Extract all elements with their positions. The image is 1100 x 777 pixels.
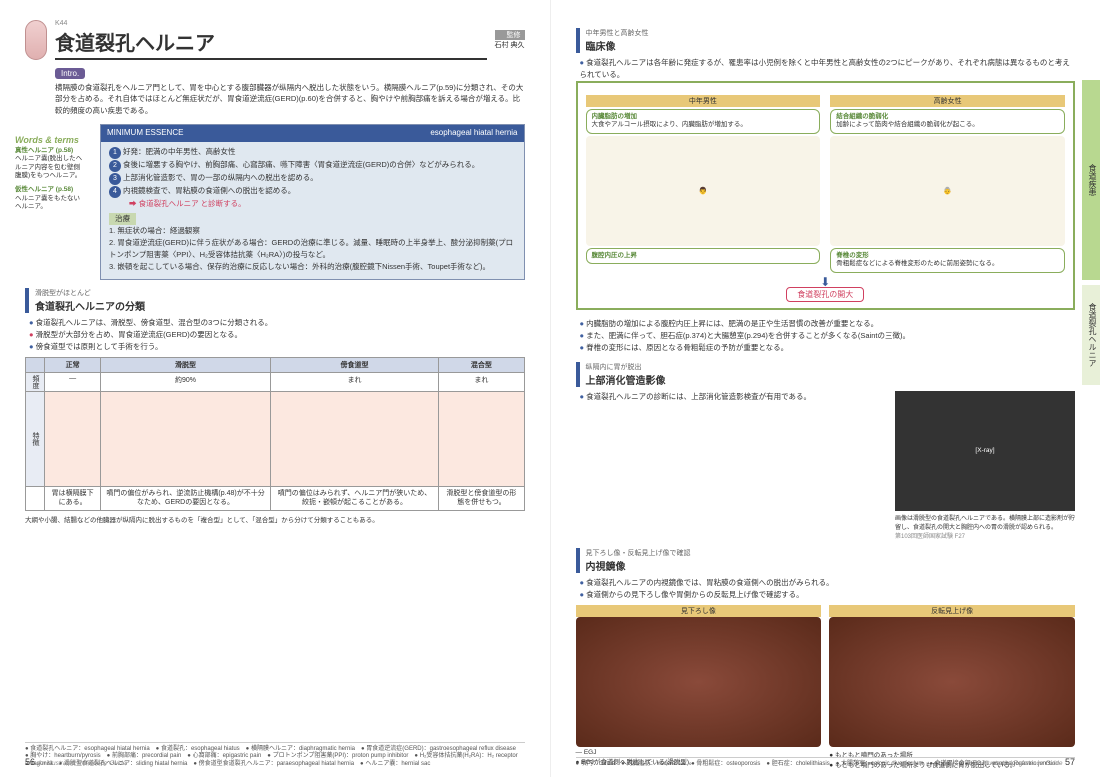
term: 仮性ヘルニア (p.58) [15, 186, 73, 193]
right-page: 中年男性と高齢女性 臨床像 食道裂孔ヘルニアは各年齢に発症するが、罹患率は小児例… [551, 0, 1100, 777]
endoscopy-header: 見下ろし像・反転見上げ像で確認 内視鏡像 [576, 548, 1076, 573]
diagnosis-arrow: ➡ 食道裂孔ヘルニア と診断する。 [129, 198, 516, 210]
xray-image: [X-ray] [895, 391, 1075, 511]
topic-icon [25, 20, 47, 60]
editor-label: 監修 [495, 30, 525, 40]
side-tab-1: 食道疾患 [1082, 80, 1100, 280]
main-title: 食道裂孔ヘルニア [55, 27, 487, 60]
essence-box: MINIMUM ESSENCEesophageal hiatal hernia … [100, 124, 525, 280]
imaging-header: 纵隔内に胃が脱出 上部消化管造影像 [576, 362, 1076, 387]
anatomy-normal [45, 391, 101, 486]
anatomy-para [270, 391, 439, 486]
side-tab-2: 食道裂孔ヘルニア [1082, 285, 1100, 385]
male-figure: 👨 [586, 136, 821, 246]
endoscopy-image-1 [576, 617, 822, 747]
female-figure: 👵 [830, 136, 1065, 246]
clinical-diagram: 中年男性 内臓脂肪の増加大食やアルコール摂取により、内臓脂肪が増加する。 👨 腹… [576, 81, 1076, 310]
anatomy-sliding [101, 391, 270, 486]
anatomy-mixed [439, 391, 524, 486]
words-title: Words & terms [15, 135, 85, 147]
code: K44 [55, 20, 487, 27]
intro-badge: Intro. [55, 68, 85, 79]
classification-title: 滑脱型がほとんど 食道裂孔ヘルニアの分類 [25, 288, 525, 313]
classification-table: 正常滑脱型傍食道型混合型 頻度—約90%まれまれ 特徴 胃は横隔膜下にある。 噴… [25, 357, 525, 512]
clinical-header: 中年男性と高齢女性 臨床像 [576, 28, 1076, 53]
term: 真性ヘルニア (p.58) [15, 147, 73, 154]
words-sidebar: Words & terms 真性ヘルニア (p.58)ヘルニア嚢(脱出したヘルニ… [15, 135, 85, 218]
editor-name: 石村 典久 [495, 40, 525, 50]
endoscopy-image-2 [829, 617, 1075, 747]
intro-text: 横隔膜の食道裂孔をヘルニア門として、胃を中心とする腹部臓器が纵隔内へ脱出した状態… [55, 82, 525, 116]
left-page: K44 食道裂孔ヘルニア 監修 石村 典久 Intro. 横隔膜の食道裂孔をヘル… [0, 0, 551, 777]
